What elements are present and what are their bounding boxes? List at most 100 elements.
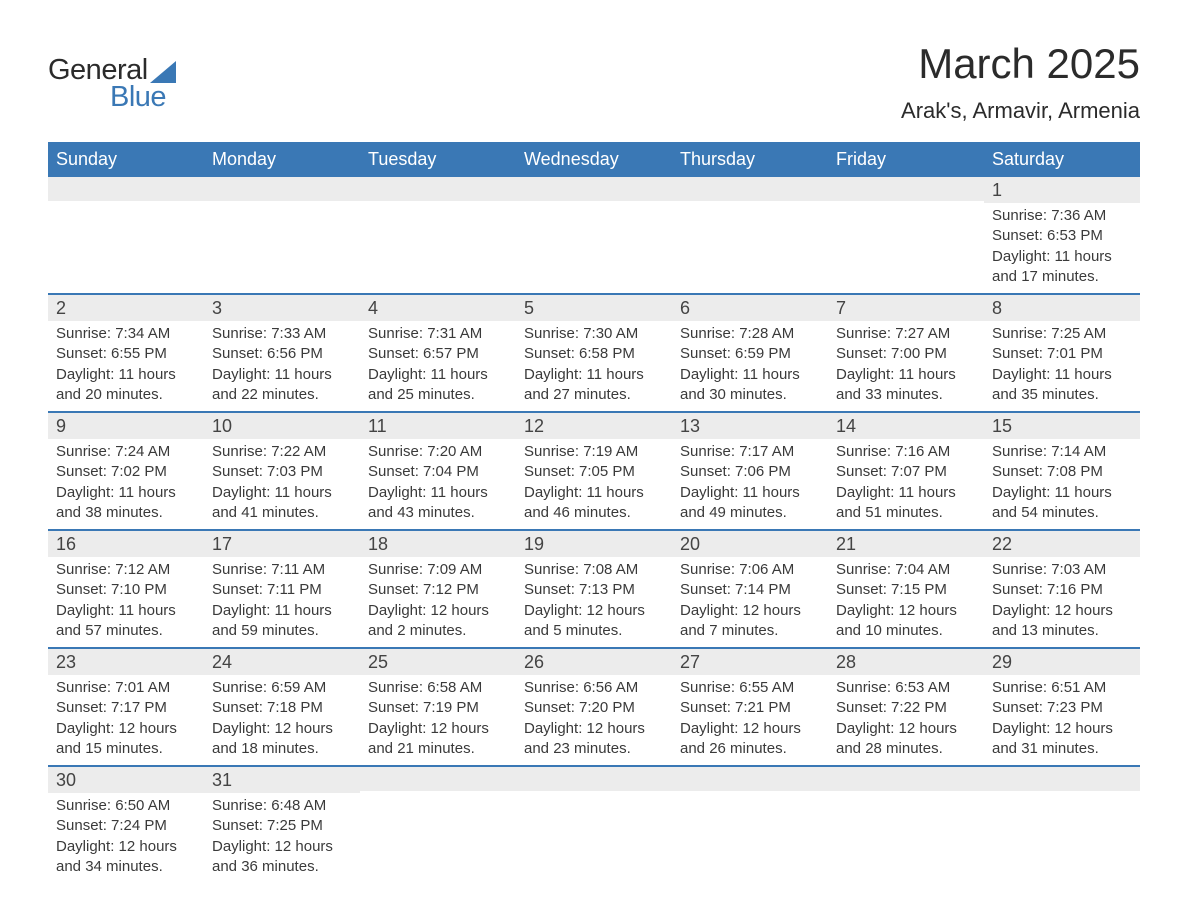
sunrise-text: Sunrise: 7:04 AM — [836, 560, 976, 580]
daylight-line1: Daylight: 11 hours — [992, 365, 1132, 385]
daylight-line2: and 13 minutes. — [992, 621, 1132, 641]
header: General Blue March 2025 Arak's, Armavir,… — [48, 40, 1140, 124]
sunset-text: Sunset: 7:02 PM — [56, 462, 196, 482]
daylight-line2: and 33 minutes. — [836, 385, 976, 405]
day-number: 2 — [48, 295, 204, 321]
daylight-line2: and 54 minutes. — [992, 503, 1132, 523]
sunrise-text: Sunrise: 7:03 AM — [992, 560, 1132, 580]
daylight-line1: Daylight: 12 hours — [680, 601, 820, 621]
sunrise-text: Sunrise: 7:19 AM — [524, 442, 664, 462]
day-content: Sunrise: 7:11 AMSunset: 7:11 PMDaylight:… — [204, 557, 360, 647]
calendar-day: 14Sunrise: 7:16 AMSunset: 7:07 PMDayligh… — [828, 412, 984, 530]
sunset-text: Sunset: 6:57 PM — [368, 344, 508, 364]
daylight-line2: and 25 minutes. — [368, 385, 508, 405]
daylight-line1: Daylight: 11 hours — [56, 483, 196, 503]
sunset-text: Sunset: 7:14 PM — [680, 580, 820, 600]
calendar-day: 26Sunrise: 6:56 AMSunset: 7:20 PMDayligh… — [516, 648, 672, 766]
day-number — [360, 767, 516, 791]
sunset-text: Sunset: 7:11 PM — [212, 580, 352, 600]
day-content: Sunrise: 7:04 AMSunset: 7:15 PMDaylight:… — [828, 557, 984, 647]
day-number: 10 — [204, 413, 360, 439]
day-content — [828, 201, 984, 279]
day-content — [828, 791, 984, 869]
day-content: Sunrise: 7:30 AMSunset: 6:58 PMDaylight:… — [516, 321, 672, 411]
sunset-text: Sunset: 6:55 PM — [56, 344, 196, 364]
daylight-line2: and 15 minutes. — [56, 739, 196, 759]
daylight-line2: and 59 minutes. — [212, 621, 352, 641]
sunset-text: Sunset: 7:18 PM — [212, 698, 352, 718]
daylight-line2: and 21 minutes. — [368, 739, 508, 759]
calendar-week: 30Sunrise: 6:50 AMSunset: 7:24 PMDayligh… — [48, 766, 1140, 883]
daylight-line2: and 23 minutes. — [524, 739, 664, 759]
daylight-line2: and 34 minutes. — [56, 857, 196, 877]
calendar-day-empty — [672, 766, 828, 883]
triangle-icon — [150, 61, 176, 83]
day-number: 16 — [48, 531, 204, 557]
day-content: Sunrise: 7:06 AMSunset: 7:14 PMDaylight:… — [672, 557, 828, 647]
daylight-line1: Daylight: 12 hours — [836, 719, 976, 739]
sunrise-text: Sunrise: 7:36 AM — [992, 206, 1132, 226]
sunset-text: Sunset: 6:56 PM — [212, 344, 352, 364]
sunrise-text: Sunrise: 6:51 AM — [992, 678, 1132, 698]
daylight-line2: and 17 minutes. — [992, 267, 1132, 287]
calendar-day: 12Sunrise: 7:19 AMSunset: 7:05 PMDayligh… — [516, 412, 672, 530]
sunset-text: Sunset: 7:19 PM — [368, 698, 508, 718]
daylight-line2: and 35 minutes. — [992, 385, 1132, 405]
sunset-text: Sunset: 7:08 PM — [992, 462, 1132, 482]
sunset-text: Sunset: 7:16 PM — [992, 580, 1132, 600]
day-content: Sunrise: 7:08 AMSunset: 7:13 PMDaylight:… — [516, 557, 672, 647]
daylight-line2: and 20 minutes. — [56, 385, 196, 405]
daylight-line1: Daylight: 11 hours — [368, 483, 508, 503]
calendar-day-empty — [828, 177, 984, 294]
day-content — [48, 201, 204, 279]
sunrise-text: Sunrise: 6:55 AM — [680, 678, 820, 698]
calendar-day: 17Sunrise: 7:11 AMSunset: 7:11 PMDayligh… — [204, 530, 360, 648]
day-content: Sunrise: 7:20 AMSunset: 7:04 PMDaylight:… — [360, 439, 516, 529]
day-content — [360, 791, 516, 869]
day-number — [984, 767, 1140, 791]
day-number — [828, 177, 984, 201]
sunrise-text: Sunrise: 6:50 AM — [56, 796, 196, 816]
weekday-header: Monday — [204, 142, 360, 177]
day-number: 5 — [516, 295, 672, 321]
day-number: 26 — [516, 649, 672, 675]
daylight-line1: Daylight: 12 hours — [368, 719, 508, 739]
sunset-text: Sunset: 7:07 PM — [836, 462, 976, 482]
day-content: Sunrise: 7:14 AMSunset: 7:08 PMDaylight:… — [984, 439, 1140, 529]
day-number: 11 — [360, 413, 516, 439]
sunset-text: Sunset: 7:13 PM — [524, 580, 664, 600]
sunset-text: Sunset: 7:05 PM — [524, 462, 664, 482]
calendar-day: 2Sunrise: 7:34 AMSunset: 6:55 PMDaylight… — [48, 294, 204, 412]
calendar-day: 27Sunrise: 6:55 AMSunset: 7:21 PMDayligh… — [672, 648, 828, 766]
day-number: 7 — [828, 295, 984, 321]
day-number — [516, 767, 672, 791]
calendar-day: 9Sunrise: 7:24 AMSunset: 7:02 PMDaylight… — [48, 412, 204, 530]
daylight-line2: and 22 minutes. — [212, 385, 352, 405]
calendar-day-empty — [828, 766, 984, 883]
day-number: 3 — [204, 295, 360, 321]
calendar-day: 13Sunrise: 7:17 AMSunset: 7:06 PMDayligh… — [672, 412, 828, 530]
day-content: Sunrise: 7:34 AMSunset: 6:55 PMDaylight:… — [48, 321, 204, 411]
sunset-text: Sunset: 7:25 PM — [212, 816, 352, 836]
day-number: 28 — [828, 649, 984, 675]
calendar-day: 18Sunrise: 7:09 AMSunset: 7:12 PMDayligh… — [360, 530, 516, 648]
daylight-line2: and 49 minutes. — [680, 503, 820, 523]
day-content — [672, 201, 828, 279]
day-number: 14 — [828, 413, 984, 439]
daylight-line2: and 26 minutes. — [680, 739, 820, 759]
calendar-day-empty — [204, 177, 360, 294]
sunrise-text: Sunrise: 7:33 AM — [212, 324, 352, 344]
daylight-line1: Daylight: 11 hours — [680, 365, 820, 385]
calendar-day: 11Sunrise: 7:20 AMSunset: 7:04 PMDayligh… — [360, 412, 516, 530]
day-content: Sunrise: 7:12 AMSunset: 7:10 PMDaylight:… — [48, 557, 204, 647]
day-number — [48, 177, 204, 201]
calendar-day: 4Sunrise: 7:31 AMSunset: 6:57 PMDaylight… — [360, 294, 516, 412]
daylight-line1: Daylight: 12 hours — [524, 601, 664, 621]
calendar-day: 1Sunrise: 7:36 AMSunset: 6:53 PMDaylight… — [984, 177, 1140, 294]
daylight-line2: and 5 minutes. — [524, 621, 664, 641]
sunrise-text: Sunrise: 7:01 AM — [56, 678, 196, 698]
daylight-line2: and 36 minutes. — [212, 857, 352, 877]
daylight-line1: Daylight: 11 hours — [56, 601, 196, 621]
daylight-line2: and 46 minutes. — [524, 503, 664, 523]
day-number: 8 — [984, 295, 1140, 321]
